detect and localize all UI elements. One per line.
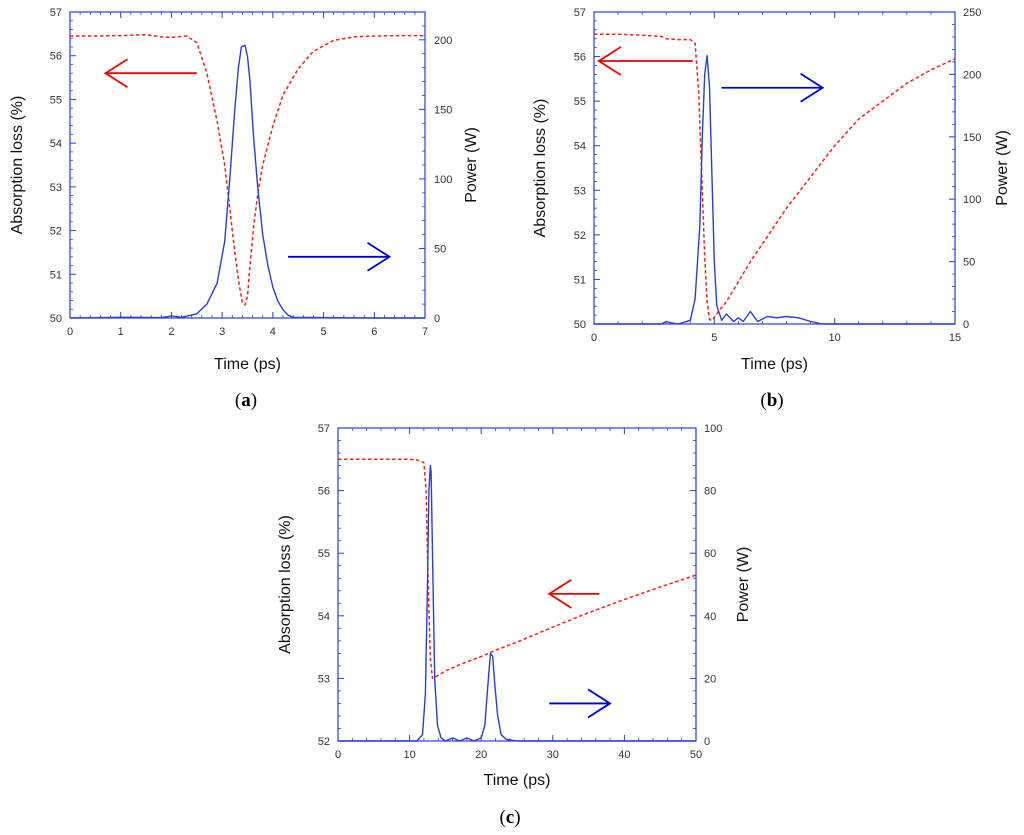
panel-b-x-tick-label: 5	[711, 332, 717, 344]
panel-b-y-left-tick-label: 52	[574, 230, 586, 242]
panel-a-y-left-tick-label: 55	[50, 94, 62, 106]
panel-b-y-left-tick-label: 51	[574, 274, 586, 286]
panel-c-y-right-tick-label: 80	[704, 486, 716, 498]
panel-b-right-arrow-head	[800, 73, 825, 103]
panel-c-y-right-axis-label: Power (W)	[735, 547, 752, 623]
panel-b-y-right-axis-label: Power (W)	[994, 130, 1011, 206]
panel-c-label: (c)	[499, 807, 520, 828]
panel-b-plot-frame	[593, 11, 956, 325]
panel-b-y-left-tick-label: 50	[574, 319, 586, 331]
panel-c-x-tick-label: 30	[547, 749, 559, 761]
panel-a: 0 1 2 3 4 5 6 75051525354555657050100150200Time…	[9, 7, 480, 411]
panel-b-y-left-tick-label: 54	[574, 141, 586, 153]
panel-b-y-right-tick-label: 0	[963, 319, 969, 331]
panel-a-y-left-axis-label: Absorption loss (%)	[9, 96, 26, 235]
panel-a-y-left-tick-label: 54	[50, 138, 62, 150]
panel-b-y-left-tick-label: 55	[574, 96, 586, 108]
panel-a-power-line	[69, 44, 425, 319]
panel-c-y-left-tick-label: 56	[318, 486, 330, 498]
panel-a-y-right-tick-label: 200	[434, 35, 452, 47]
panel-c-y-right-tick-label: 40	[704, 611, 716, 623]
panel-c-x-tick-label: 20	[475, 749, 487, 761]
panel-a-absorption-loss-line	[70, 33, 425, 306]
panel-b-y-right-tick-label: 150	[963, 132, 981, 144]
panel-a-right-arrow	[288, 242, 392, 272]
panel-a-y-right-axis-label: Power (W)	[463, 127, 480, 203]
panel-b-x-tick-label: 0	[591, 332, 597, 344]
panel-c-y-left-tick-label: 53	[318, 673, 330, 685]
panel-a-x-tick-label: 2	[168, 326, 174, 338]
panel-c-y-left-tick-label: 55	[318, 548, 330, 560]
panel-b-left-arrow-head	[597, 46, 622, 76]
panel-c-y-left-axis-label: Absorption loss (%)	[277, 515, 294, 654]
panel-a-left-arrow	[103, 58, 197, 88]
panel-a-x-tick-label: 6	[371, 326, 377, 338]
panel-b-power-line	[594, 55, 955, 325]
panel-c-right-arrow	[549, 688, 612, 719]
panel-a-x-tick-label: 1	[118, 326, 124, 338]
panel-c-y-right-tick-label: 20	[704, 673, 716, 685]
panel-b-absorption-loss-line	[594, 33, 956, 322]
panel-a-y-right-tick-label: 0	[434, 313, 440, 325]
panel-a-y-left-tick-label: 57	[50, 7, 62, 19]
panel-b-x-tick-label: 10	[829, 332, 841, 344]
panel-a-y-left-tick-label: 51	[50, 269, 62, 281]
panel-c-y-left-tick-label: 52	[318, 736, 330, 748]
panel-a-y-right-tick-label: 150	[434, 104, 452, 116]
panel-a-y-left-tick-label: 52	[50, 226, 62, 238]
panel-c-y-right-tick-label: 100	[704, 423, 722, 435]
panel-a-y-left-tick-label: 53	[50, 182, 62, 194]
panel-a-left-arrow-head	[103, 58, 128, 88]
panel-c-y-left-tick-label: 57	[318, 423, 330, 435]
panel-b: 0 5 10 15 50 51 52 53 54 55 56 57 0 50 100 150 200 250 Tim…	[532, 7, 1011, 411]
panel-b-y-left-tick-label: 56	[574, 52, 586, 64]
panel-c-right-arrow-head	[587, 688, 612, 719]
panel-a-x-axis-label: Time (ps)	[214, 356, 281, 373]
panel-c-left-arrow-head	[547, 579, 572, 609]
panel-c-y-left-tick-label: 54	[318, 611, 330, 623]
panel-c-x-axis-label: Time (ps)	[484, 772, 551, 789]
panel-a-label: (a)	[235, 390, 257, 411]
panel-a-x-tick-label: 7	[422, 326, 428, 338]
panel-a-y-right-tick-label: 50	[434, 243, 446, 255]
panel-b-left-arrow	[597, 46, 693, 76]
panel-b-y-right-tick-label: 250	[963, 7, 981, 19]
panel-a-x-tick-label: 3	[219, 326, 225, 338]
panel-a-right-arrow-head	[367, 242, 392, 272]
panel-b-x-axis-label: Time (ps)	[741, 356, 808, 373]
panel-b-y-left-tick-label: 57	[574, 7, 586, 19]
panel-c-x-tick-label: 0	[335, 749, 341, 761]
panel-c-x-tick-label: 10	[403, 749, 415, 761]
panel-c-x-tick-label: 40	[618, 749, 630, 761]
panel-a-x-tick-label: 5	[321, 326, 327, 338]
panel-b-label: (b)	[760, 390, 783, 411]
panel-b-y-right-tick-label: 50	[963, 257, 975, 269]
panel-b-x-tick-label: 15	[949, 332, 961, 344]
panel-a-y-right-tick-label: 100	[434, 174, 452, 186]
panel-c-power-line	[338, 464, 696, 742]
panel-c-y-right-tick-label: 60	[704, 548, 716, 560]
panel-a-x-tick-label: 4	[270, 326, 276, 338]
panel-a-x-tick-label: 0	[67, 326, 73, 338]
panel-c: 0 10 20 30 40 50 52 53 54 55 56 57 0 20 40 60 80 100 Time …	[277, 423, 752, 828]
panel-c-y-right-tick-label: 0	[704, 736, 710, 748]
panel-b-y-left-axis-label: Absorption loss (%)	[532, 99, 549, 238]
panel-c-absorption-loss-line	[338, 458, 697, 680]
panel-b-right-arrow	[721, 73, 825, 103]
panel-b-y-left-tick-label: 53	[574, 185, 586, 197]
panel-c-left-arrow	[547, 579, 600, 609]
panel-b-y-right-tick-label: 100	[963, 194, 981, 206]
panel-a-y-left-tick-label: 50	[50, 313, 62, 325]
panel-a-y-left-tick-label: 56	[50, 51, 62, 63]
panel-b-y-right-tick-label: 200	[963, 69, 981, 81]
panel-c-x-tick-label: 50	[690, 749, 702, 761]
